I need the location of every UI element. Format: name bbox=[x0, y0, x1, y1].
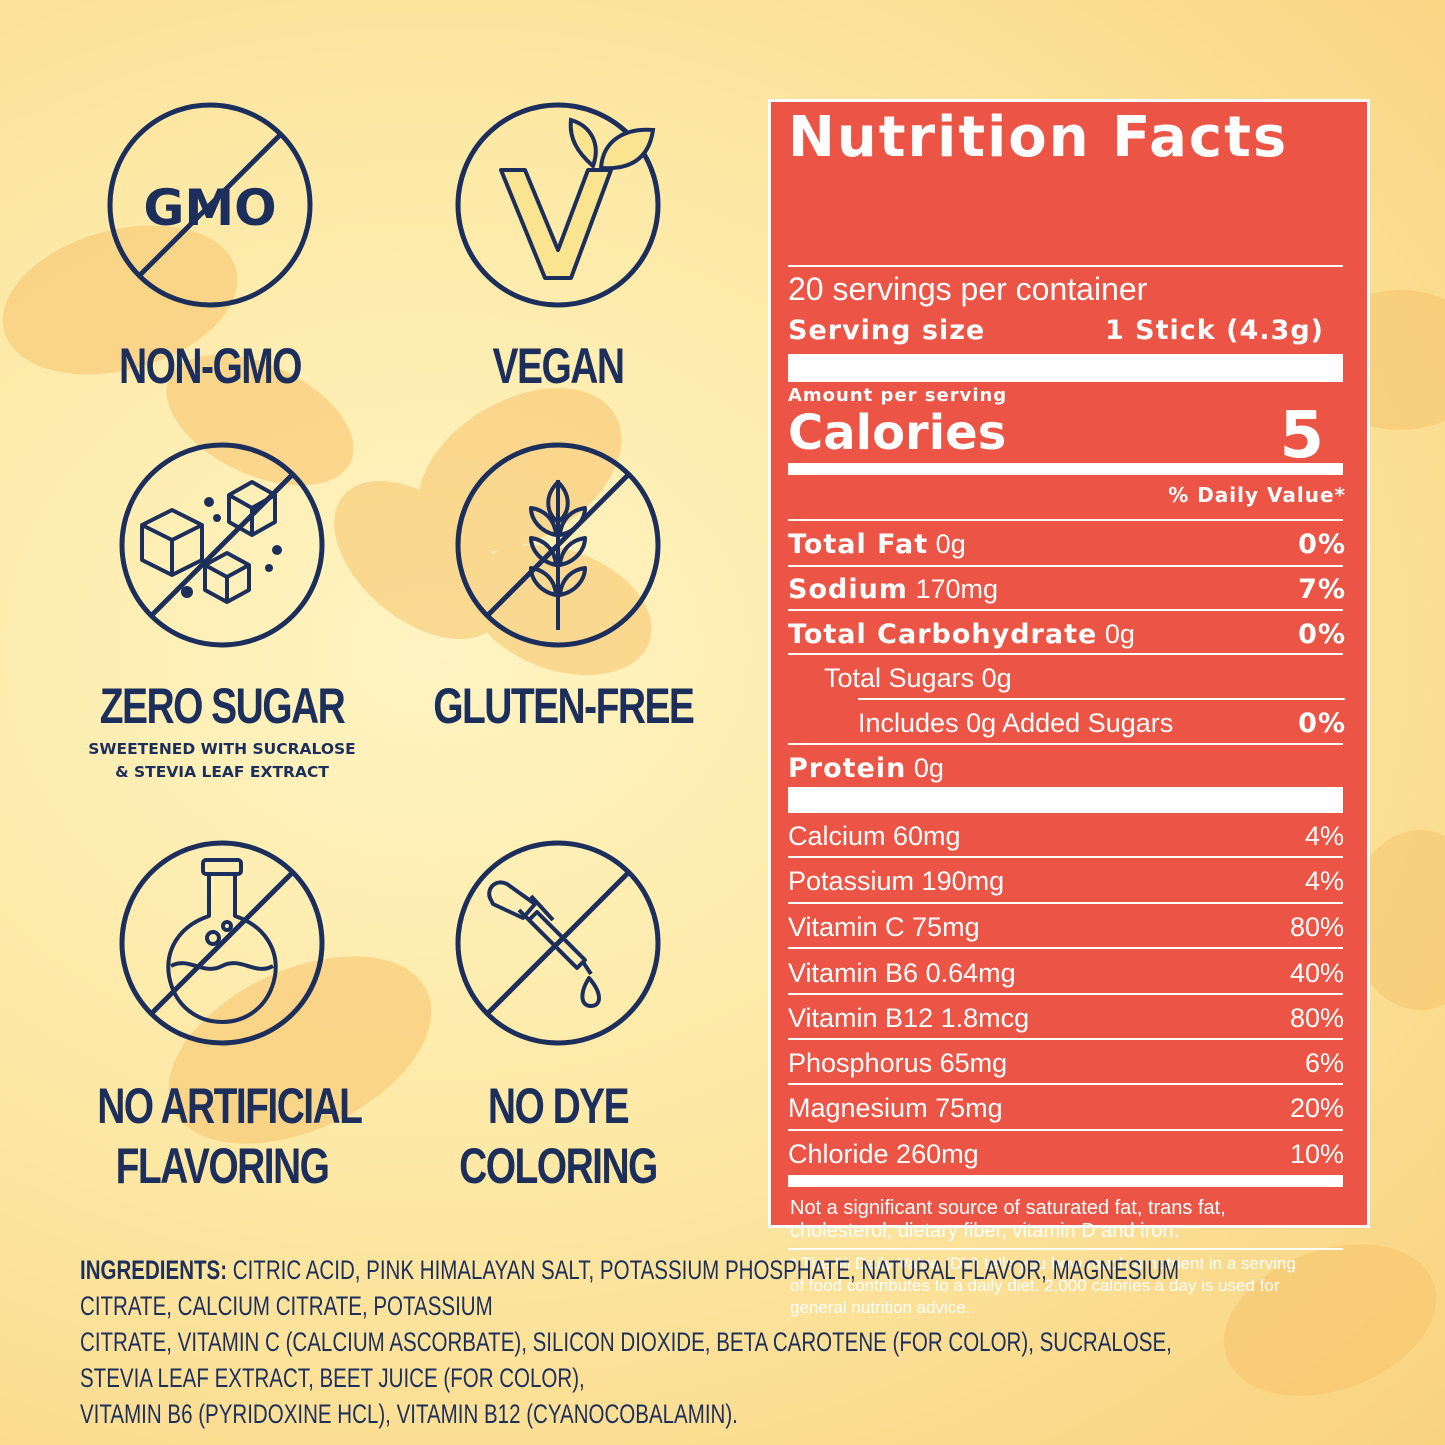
badge-sub-line1: SWEETENED WITH SUCRALOSE bbox=[88, 740, 356, 758]
no-artificial-flavoring-badge: NO ARTIFICIAL FLAVORING bbox=[62, 838, 382, 1196]
dropper-icon bbox=[455, 840, 661, 1046]
vegan-badge: VEGAN bbox=[398, 100, 718, 396]
divider bbox=[788, 993, 1343, 995]
divider bbox=[788, 565, 1343, 567]
serving-size-label: Serving size bbox=[788, 315, 986, 346]
badge-sub-line2: & STEVIA LEAF EXTRACT bbox=[115, 763, 329, 781]
sugar-cubes-icon bbox=[119, 442, 325, 648]
divider bbox=[788, 1248, 1343, 1250]
no-gmo-icon: GMO bbox=[107, 102, 313, 308]
divider bbox=[788, 653, 1343, 655]
divider bbox=[788, 519, 1343, 521]
gmo-circle-text: GMO bbox=[143, 179, 276, 237]
serving-size-value: 1 Stick (4.3g) bbox=[1105, 315, 1324, 346]
calories-label: Calories bbox=[788, 405, 1007, 461]
divider bbox=[788, 265, 1343, 267]
no-dye-coloring-badge: NO DYE COLORING bbox=[398, 838, 718, 1196]
badge-label-flavoring: FLAVORING bbox=[115, 1138, 330, 1194]
flask-icon bbox=[119, 840, 325, 1046]
divider bbox=[788, 856, 1343, 858]
thick-divider bbox=[788, 354, 1343, 382]
badge-label-non-gmo: NON-GMO bbox=[119, 338, 302, 394]
divider bbox=[788, 609, 1343, 611]
badge-label-no-dye: NO DYE bbox=[487, 1078, 630, 1134]
ingredients-line: CITRIC ACID, PINK HIMALAYAN SALT, POTASS… bbox=[80, 1255, 1180, 1321]
footnote-daily-value: * The % Daily Value (DV) tells you how m… bbox=[790, 1254, 1296, 1317]
ingredients-line: VITAMIN B6 (PYRIDOXINE HCL), VITAMIN B12… bbox=[80, 1399, 738, 1429]
thick-divider bbox=[788, 787, 1343, 813]
medium-divider bbox=[788, 463, 1343, 475]
divider bbox=[788, 743, 1343, 745]
nutrition-title: Nutrition Facts bbox=[788, 105, 1289, 170]
non-gmo-badge: GMO NON-GMO bbox=[50, 100, 370, 396]
badge-label-no-artificial: NO ARTIFICIAL bbox=[97, 1078, 363, 1134]
medium-divider bbox=[788, 1175, 1343, 1187]
divider bbox=[788, 1038, 1343, 1040]
badge-label-zero-sugar: ZERO SUGAR bbox=[99, 678, 346, 734]
divider bbox=[788, 947, 1343, 949]
divider bbox=[858, 698, 1345, 700]
badge-label-gluten-free: GLUTEN-FREE bbox=[433, 678, 695, 734]
badge-label-vegan: VEGAN bbox=[492, 338, 625, 394]
ingredients-heading: INGREDIENTS: bbox=[80, 1255, 228, 1285]
divider bbox=[788, 1129, 1343, 1131]
calories-value: 5 bbox=[1279, 399, 1324, 473]
ingredients-line: CITRATE, VITAMIN C (CALCIUM ASCORBATE), … bbox=[80, 1327, 1172, 1393]
badge-label-coloring: COLORING bbox=[459, 1138, 658, 1194]
footnote-not-significant: Not a significant source of saturated fa… bbox=[790, 1197, 1226, 1242]
gluten-free-badge: GLUTEN-FREE bbox=[398, 440, 718, 736]
divider bbox=[788, 1083, 1343, 1085]
zero-sugar-badge: ZERO SUGAR SWEETENED WITH SUCRALOSE & ST… bbox=[62, 440, 382, 784]
divider bbox=[788, 902, 1343, 904]
wheat-icon bbox=[455, 442, 661, 648]
vegan-icon bbox=[455, 102, 661, 308]
nutrition-facts-panel: Nutrition Facts 20 servings per containe… bbox=[768, 99, 1370, 1317]
ingredients-text: INGREDIENTS: CITRIC ACID, PINK HIMALAYAN… bbox=[80, 1252, 1220, 1432]
